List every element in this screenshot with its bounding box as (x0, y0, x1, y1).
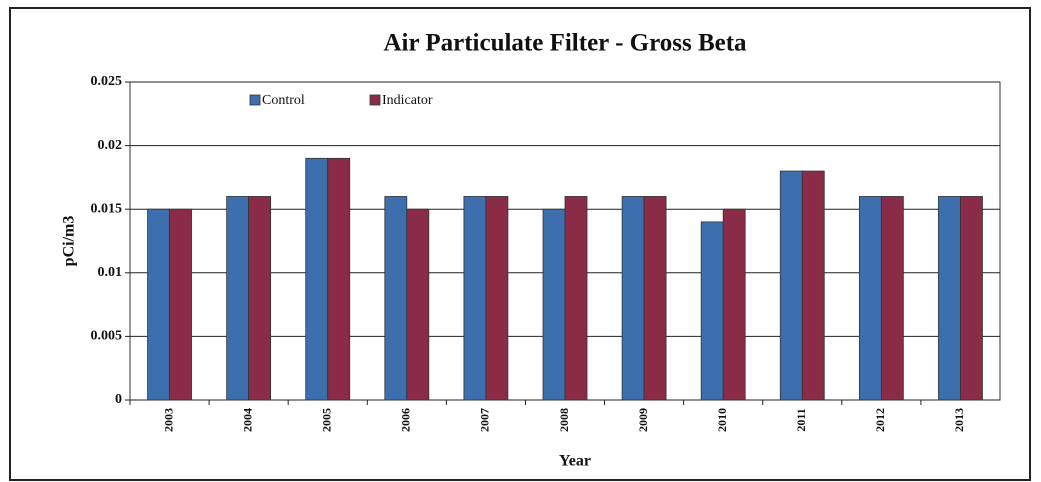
x-tick-label: 2010 (715, 408, 729, 432)
bar (542, 208, 566, 401)
bar (485, 196, 509, 401)
bar (169, 208, 192, 401)
x-tick-label: 2006 (399, 408, 413, 432)
bar (147, 208, 170, 401)
bar (779, 170, 803, 401)
x-tick-label: 2013 (952, 408, 966, 432)
legend-label: Indicator (382, 93, 433, 108)
bar (938, 196, 961, 401)
bar (722, 208, 746, 401)
bar (858, 196, 882, 401)
y-tick-label: 0.025 (91, 74, 123, 89)
bar (226, 196, 250, 401)
bar (463, 196, 487, 401)
x-tick-label: 2012 (873, 408, 887, 432)
y-axis-label: pCi/m3 (61, 216, 78, 267)
x-tick-label: 2011 (794, 408, 808, 431)
bar (564, 196, 588, 401)
y-tick-label: 0.01 (98, 265, 123, 280)
legend-swatch (369, 94, 381, 106)
x-tick-label: 2007 (478, 408, 492, 432)
x-tick-label: 2003 (161, 408, 175, 432)
bar (880, 196, 904, 401)
chart-title: Air Particulate Filter - Gross Beta (383, 30, 747, 57)
y-tick-label: 0.015 (91, 201, 123, 216)
bar (327, 157, 351, 401)
bar (700, 221, 724, 401)
bar (643, 196, 667, 401)
legend-label: Control (262, 93, 305, 108)
bar (621, 196, 645, 401)
x-tick-label: 2008 (557, 408, 571, 432)
bar (960, 196, 983, 401)
x-tick-label: 2004 (240, 408, 254, 432)
y-tick-label: 0 (115, 392, 122, 407)
y-tick-label: 0.02 (98, 138, 123, 153)
y-tick-label: 0.005 (91, 329, 123, 344)
bar (384, 196, 408, 401)
bar (248, 196, 272, 401)
bar (406, 208, 430, 401)
bar (305, 157, 329, 401)
x-tick-label: 2005 (319, 408, 333, 432)
x-axis-label: Year (559, 453, 591, 470)
legend-swatch (249, 94, 261, 106)
bar (801, 170, 825, 401)
x-tick-label: 2009 (636, 408, 650, 432)
